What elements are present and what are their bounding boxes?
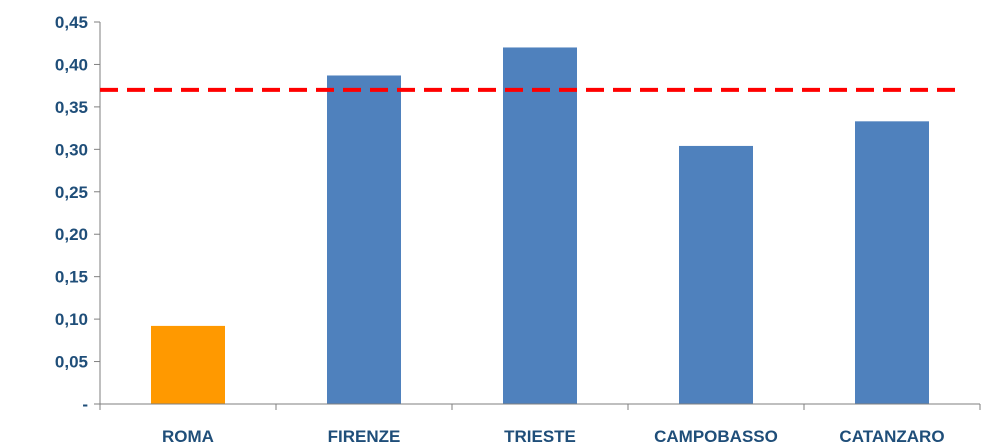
category-label: FIRENZE — [328, 427, 401, 446]
y-tick-label: 0,05 — [55, 353, 88, 372]
data-label: 0,42 — [525, 6, 554, 23]
bar-trieste — [503, 47, 577, 404]
bar-campobasso — [679, 145, 753, 404]
y-tick-label: 0,30 — [55, 140, 88, 159]
y-tick-label: 0,10 — [55, 310, 88, 329]
bars: 0,090,390,420,300,33 — [151, 6, 929, 404]
bar-roma — [151, 325, 225, 404]
x-axis: ROMA FIRENZE TRIESTE CAMPOBASSO CATANZARO — [99, 403, 981, 446]
y-tick-label: 0,40 — [55, 55, 88, 74]
data-label: 0,30 — [701, 105, 730, 122]
y-tick-label: 0,45 — [55, 13, 88, 32]
y-axis: - 0,05 0,10 0,15 0,20 0,25 0,30 0,35 0,40 0,45 — [55, 13, 101, 414]
y-tick-label: 0,25 — [55, 183, 88, 202]
y-tick-label: - — [82, 395, 88, 414]
data-label: 0,39 — [349, 34, 378, 51]
category-label: TRIESTE — [504, 427, 576, 446]
category-label: ROMA — [162, 427, 214, 446]
y-tick-label: 0,15 — [55, 268, 88, 287]
y-tick-label: 0,35 — [55, 98, 88, 117]
category-label: CATANZARO — [839, 427, 944, 446]
bar-catanzaro — [855, 121, 929, 404]
category-label: CAMPOBASSO — [654, 427, 778, 446]
bar-firenze — [327, 75, 401, 404]
data-label: 0,09 — [173, 285, 202, 302]
y-tick-label: 0,20 — [55, 225, 88, 244]
